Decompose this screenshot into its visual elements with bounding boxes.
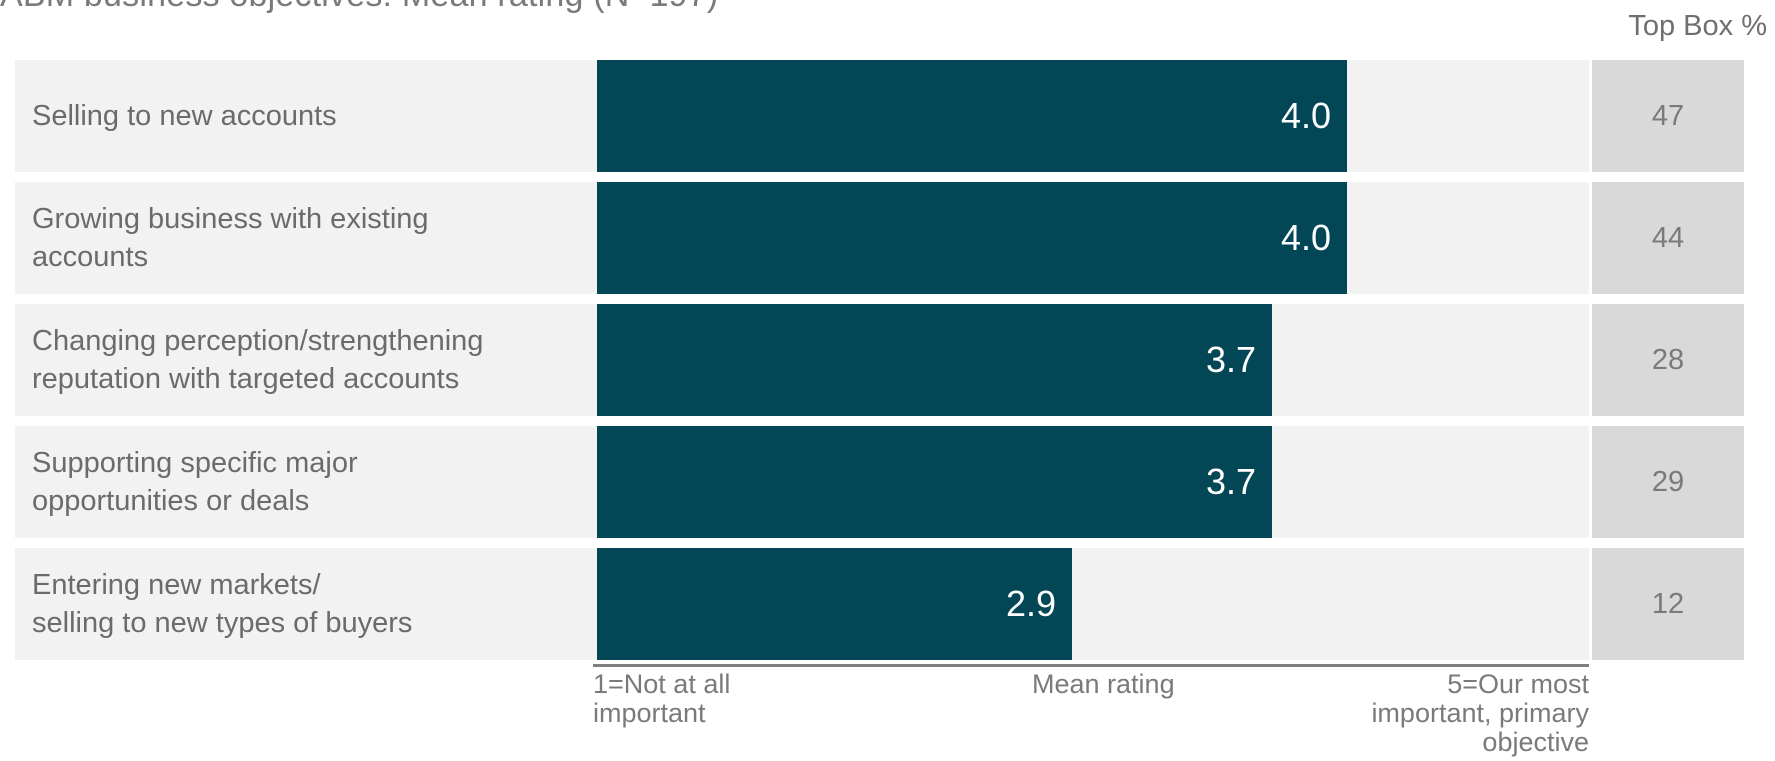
category-label: Entering new markets/ selling to new typ… [32, 569, 413, 639]
chart-title: ABM business objectives: Mean rating (N=… [0, 0, 718, 15]
category-label: Growing business with existing accounts [32, 203, 429, 273]
chart-row: Entering new markets/ selling to new typ… [15, 548, 1744, 660]
chart-row: Selling to new accounts 4.0 47 [15, 60, 1744, 172]
top-box-value: 47 [1592, 60, 1744, 172]
bar [597, 304, 1272, 416]
bar [597, 548, 1072, 660]
bar-value-label: 4.0 [1280, 95, 1331, 136]
top-box-value: 44 [1592, 182, 1744, 294]
bar-value-label: 3.7 [1205, 339, 1256, 380]
top-box-value: 29 [1592, 426, 1744, 538]
x-axis-line [593, 664, 1589, 667]
x-axis-title: Mean rating [1032, 669, 1175, 699]
x-axis-max-label: 5=Our most important, primary objective [1371, 669, 1589, 757]
top-box-value: 28 [1592, 304, 1744, 416]
chart-row: Growing business with existing accounts 4… [15, 182, 1744, 294]
bar [597, 182, 1347, 294]
bar-value-label: 2.9 [1005, 583, 1056, 624]
category-label: Selling to new accounts [32, 100, 337, 132]
top-box-header: Top Box % [1628, 10, 1767, 42]
bar [597, 426, 1272, 538]
bar-value-label: 3.7 [1205, 461, 1256, 502]
chart-row: Supporting specific major opportunities … [15, 426, 1744, 538]
category-label: Changing perception/strengthening reputa… [32, 325, 484, 395]
x-axis-min-label: 1=Not at all important [593, 669, 731, 728]
top-box-value: 12 [1592, 548, 1744, 660]
chart-row: Changing perception/strengthening reputa… [15, 304, 1744, 416]
category-label: Supporting specific major opportunities … [32, 447, 358, 517]
bar-value-label: 4.0 [1280, 217, 1331, 258]
bar [597, 60, 1347, 172]
